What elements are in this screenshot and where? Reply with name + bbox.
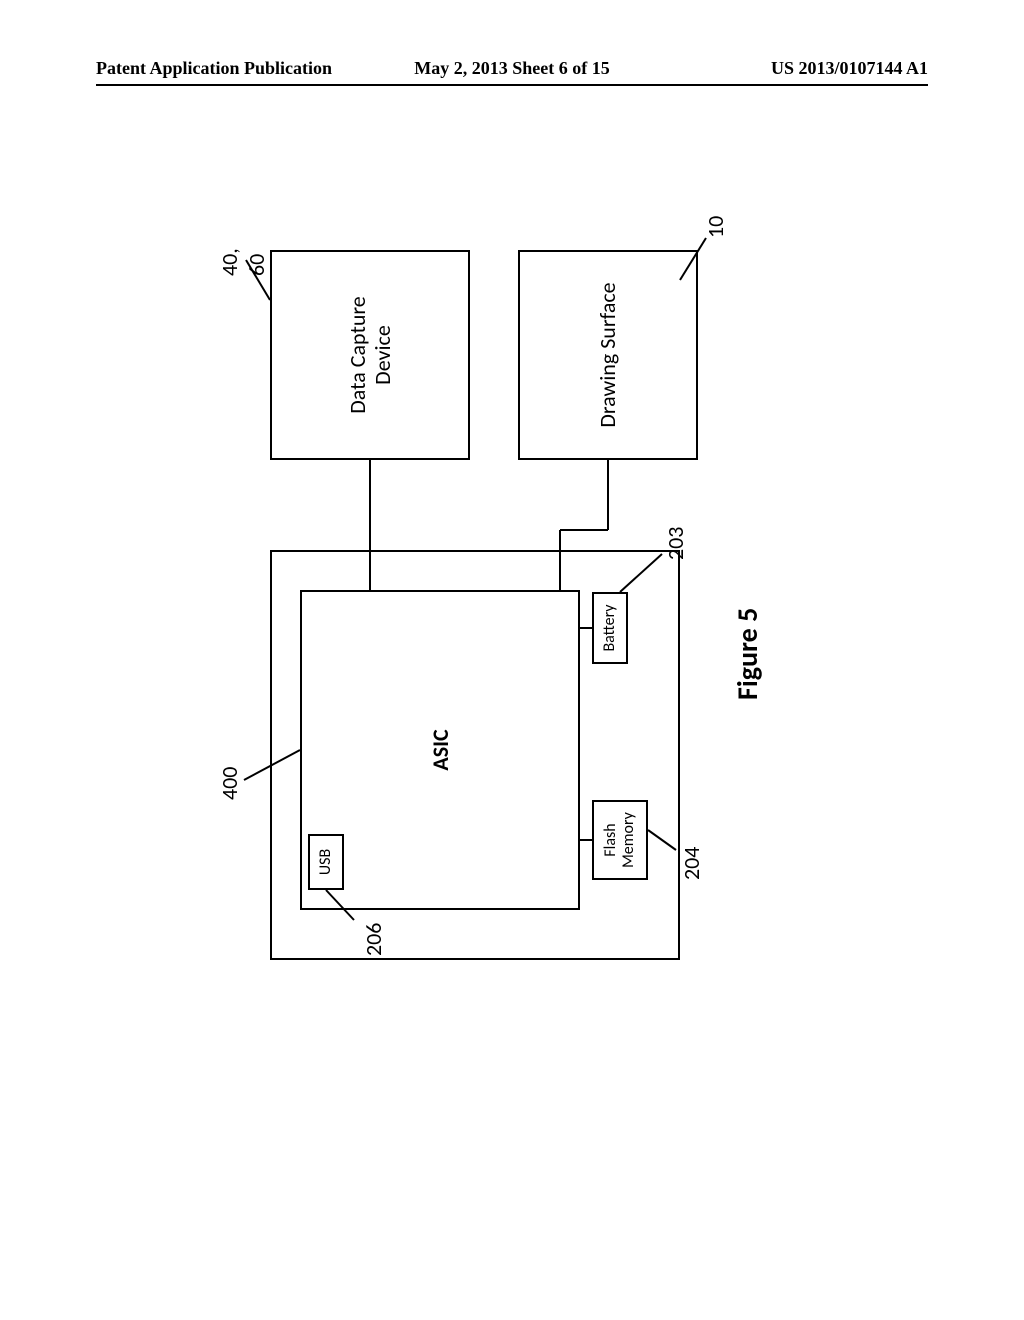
ref-204: 204 xyxy=(678,847,705,880)
ref-203: 203 xyxy=(662,527,689,560)
page-header: Patent Application Publication May 2, 20… xyxy=(0,58,1024,88)
figure-lines xyxy=(210,230,820,960)
header-right: US 2013/0107144 A1 xyxy=(771,58,928,79)
header-left: Patent Application Publication xyxy=(96,58,332,79)
figure-5: ASIC USB Flash Memory Battery Data Captu… xyxy=(210,230,820,960)
page: Patent Application Publication May 2, 20… xyxy=(0,0,1024,1320)
header-middle: May 2, 2013 Sheet 6 of 15 xyxy=(414,58,609,79)
ref-400: 400 xyxy=(216,767,243,800)
figure-caption: Figure 5 xyxy=(730,608,765,700)
ref-40-60: 40, 60 xyxy=(216,230,270,276)
ref-10: 10 xyxy=(702,216,729,238)
ref-206: 206 xyxy=(360,923,387,956)
header-rule xyxy=(96,84,928,86)
